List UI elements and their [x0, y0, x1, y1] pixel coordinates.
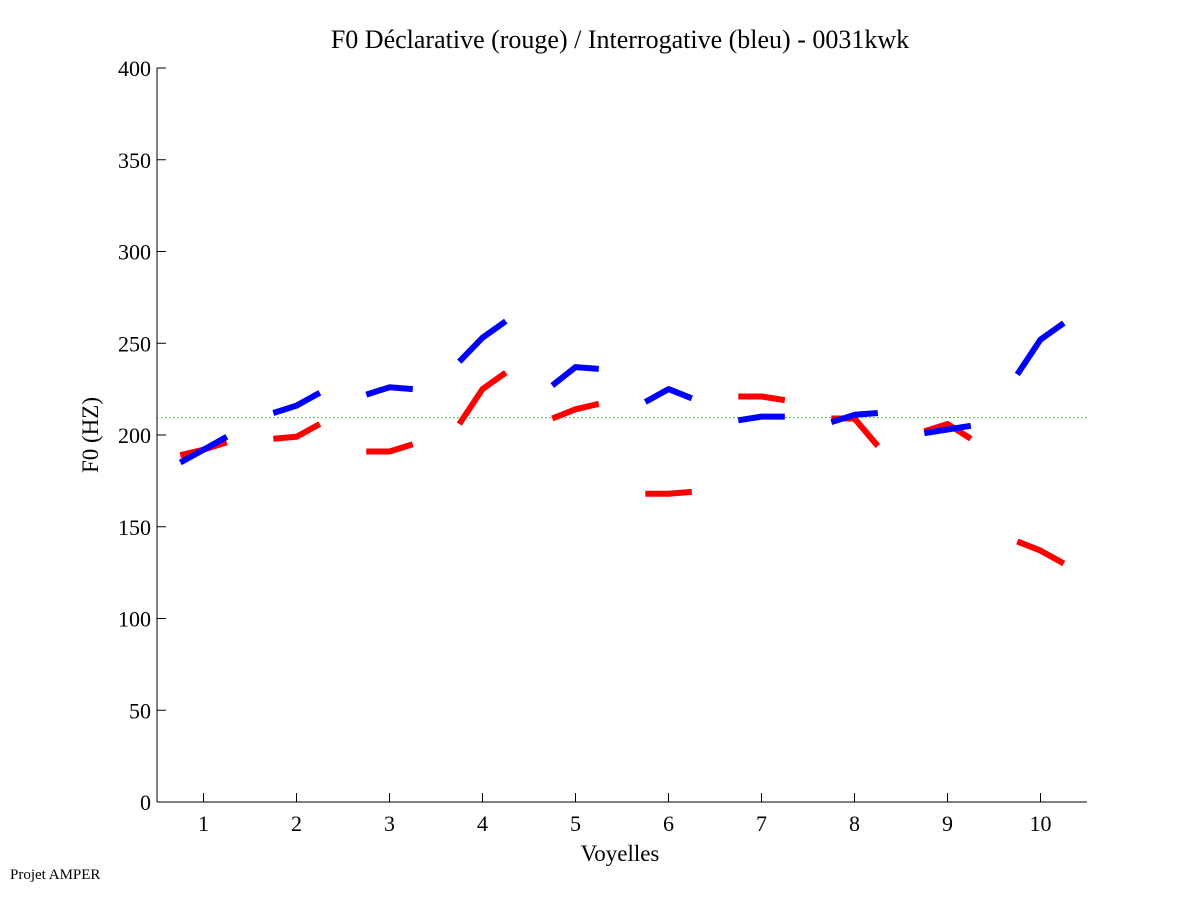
x-tick-label: 3 — [384, 811, 395, 836]
f0-segment-vowel-3 — [365, 384, 414, 398]
f0-segment-vowel-5 — [551, 400, 600, 422]
y-axis-label: F0 (HZ) — [78, 397, 103, 473]
x-tick-label: 7 — [756, 811, 767, 836]
y-ticks: 0 50 100 150 200 250 300 350 400 — [118, 56, 166, 815]
f0-segment-vowel-6 — [645, 488, 693, 497]
f0-segment-vowel-7 — [737, 413, 785, 424]
f0-segment-vowel-3 — [366, 441, 414, 455]
f0-segment-vowel-8 — [830, 410, 879, 426]
x-tick-label: 4 — [477, 811, 488, 836]
y-tick-label: 50 — [129, 698, 151, 723]
f0-segment-vowel-6 — [643, 386, 693, 405]
f0-segment-vowel-4 — [457, 318, 508, 364]
x-tick-label: 2 — [291, 811, 302, 836]
x-tick-label: 9 — [942, 811, 953, 836]
y-tick-label: 150 — [118, 515, 151, 540]
chart-title: F0 Déclarative (rouge) / Interrogative (… — [331, 25, 909, 54]
series-interrogative — [178, 318, 1066, 466]
f0-segment-vowel-1 — [178, 434, 229, 466]
f0-segment-vowel-9 — [923, 421, 973, 442]
y-tick-label: 100 — [118, 607, 151, 632]
f0-segment-vowel-2 — [272, 390, 322, 416]
x-ticks: 1 2 3 4 5 6 7 8 9 10 — [198, 793, 1052, 836]
f0-segment-vowel-10 — [1016, 538, 1066, 567]
x-tick-label: 1 — [198, 811, 209, 836]
f0-segment-vowel-2 — [273, 421, 322, 442]
series-declarative — [179, 370, 1066, 567]
f0-segment-vowel-7 — [738, 393, 786, 404]
f0-segment-vowel-5 — [550, 364, 600, 388]
y-tick-label: 400 — [118, 56, 151, 81]
y-tick-label: 200 — [118, 423, 151, 448]
x-axis-label: Voyelles — [581, 841, 660, 866]
f0-segment-vowel-10 — [1014, 320, 1066, 377]
f0-segment-vowel-9 — [923, 422, 972, 437]
x-tick-label: 10 — [1030, 811, 1052, 836]
footer-credit: Projet AMPER — [10, 867, 100, 883]
y-tick-label: 250 — [118, 331, 151, 356]
series-group — [178, 318, 1066, 567]
x-tick-label: 8 — [849, 811, 860, 836]
x-tick-label: 5 — [570, 811, 581, 836]
y-tick-label: 350 — [118, 148, 151, 173]
y-tick-label: 300 — [118, 240, 151, 265]
x-tick-label: 6 — [663, 811, 674, 836]
f0-segment-vowel-4 — [456, 370, 508, 426]
y-tick-label: 0 — [140, 790, 151, 815]
